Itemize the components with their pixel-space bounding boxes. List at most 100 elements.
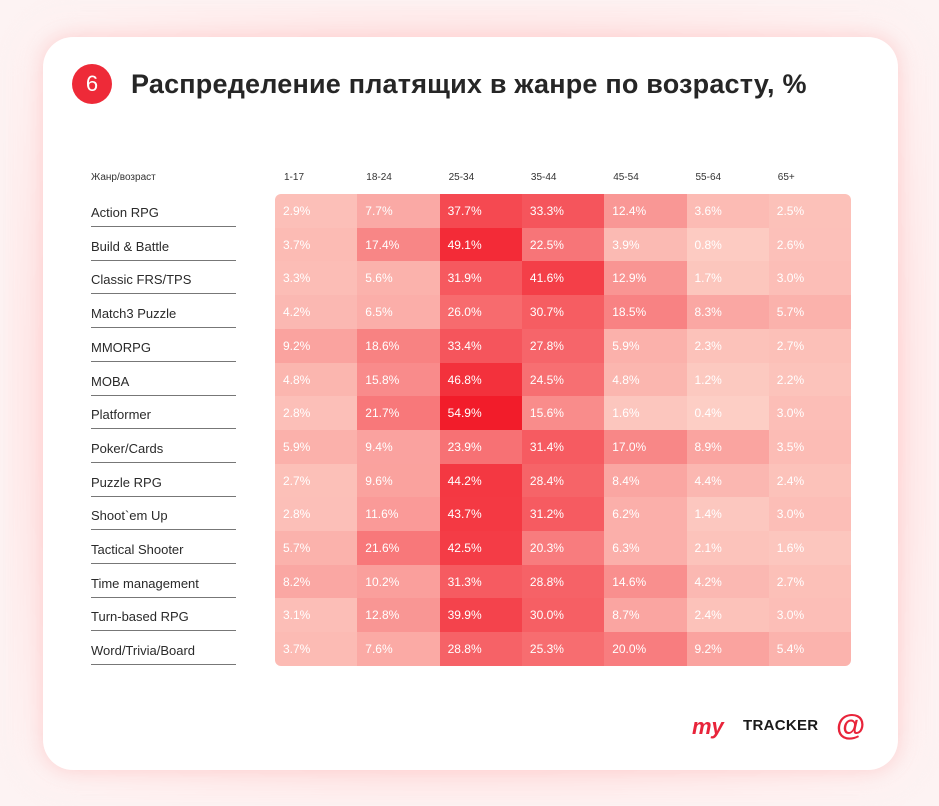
heatmap-cell: 28.8% — [521, 564, 605, 599]
heatmap-cell: 3.7% — [275, 632, 358, 666]
section-number-badge: 6 — [72, 64, 112, 104]
row-label: MOBA — [91, 374, 236, 396]
heatmap-cell: 2.8% — [275, 396, 358, 431]
heatmap-cell: 6.2% — [604, 497, 687, 532]
heatmap-cell: 3.0% — [768, 497, 851, 532]
mail-at-logo-icon: @ — [836, 709, 866, 742]
heatmap-cell: 2.4% — [768, 463, 851, 498]
heatmap-cell: 33.3% — [521, 194, 605, 229]
heatmap-cell: 3.0% — [768, 396, 851, 431]
heatmap-cell: 5.9% — [275, 429, 358, 465]
heatmap-cell: 9.6% — [357, 463, 441, 498]
heatmap-cell: 46.8% — [439, 362, 523, 397]
row-label: MMORPG — [91, 340, 236, 362]
heatmap-cell: 4.8% — [604, 362, 687, 397]
heatmap-cell: 20.3% — [521, 531, 605, 566]
heatmap-cell: 33.4% — [439, 328, 523, 363]
row-label: Time management — [91, 576, 236, 598]
heatmap-cell: 2.4% — [686, 598, 770, 633]
row-label: Build & Battle — [91, 239, 236, 261]
heatmap-cell: 0.4% — [686, 396, 770, 431]
heatmap-cell: 43.7% — [439, 497, 523, 532]
heatmap-cell: 4.2% — [275, 295, 358, 330]
heatmap-cell: 18.5% — [604, 295, 687, 330]
corner-label: Жанр/возраст — [91, 172, 156, 183]
heatmap-cell: 6.5% — [357, 295, 441, 330]
row-label: Action RPG — [91, 205, 236, 227]
heatmap-cell: 2.6% — [768, 227, 851, 262]
heatmap-cell: 1.6% — [768, 531, 851, 566]
row-label: Poker/Cards — [91, 441, 236, 463]
heatmap-cell: 28.4% — [521, 463, 605, 498]
heatmap-cell: 12.4% — [604, 194, 687, 229]
heatmap-cell: 30.7% — [521, 295, 605, 330]
heatmap-cell: 31.9% — [439, 261, 523, 296]
heatmap-cell: 49.1% — [439, 227, 523, 262]
heatmap-cell: 5.7% — [275, 531, 358, 566]
heatmap-cell: 1.7% — [686, 261, 770, 296]
heatmap-cell: 14.6% — [604, 564, 687, 599]
heatmap-cell: 21.7% — [357, 396, 441, 431]
heatmap-cell: 7.7% — [357, 194, 441, 229]
heatmap-cell: 25.3% — [521, 632, 605, 666]
heatmap-cell: 8.9% — [686, 429, 770, 465]
row-label: Shoot`em Up — [91, 508, 236, 531]
heatmap-cell: 1.6% — [604, 396, 687, 431]
row-label: Classic FRS/TPS — [91, 272, 236, 295]
heatmap-cell: 5.4% — [768, 632, 851, 666]
heatmap-cell: 3.6% — [686, 194, 770, 229]
heatmap-cell: 2.7% — [275, 463, 358, 498]
heatmap-cell: 6.3% — [604, 531, 687, 566]
column-header: 1-17 — [284, 172, 305, 183]
heatmap-cell: 7.6% — [357, 632, 441, 666]
heatmap-cell: 37.7% — [439, 194, 523, 229]
heatmap-cell: 31.4% — [521, 429, 605, 465]
heatmap-cell: 5.9% — [604, 328, 687, 363]
heatmap-cell: 12.8% — [357, 598, 441, 633]
heatmap-cell: 39.9% — [439, 598, 523, 633]
heatmap-cell: 11.6% — [357, 497, 441, 532]
heatmap-cell: 20.0% — [604, 632, 687, 666]
row-label: Platformer — [91, 407, 236, 430]
heatmap-cell: 2.2% — [768, 362, 851, 397]
heatmap-cell: 3.3% — [275, 261, 358, 296]
heatmap-cell: 17.0% — [604, 429, 687, 465]
page-title: Распределение платящих в жанре по возрас… — [131, 69, 807, 99]
heatmap-cell: 1.4% — [686, 497, 770, 532]
heatmap-cell: 8.7% — [604, 598, 687, 633]
heatmap-cell: 3.7% — [275, 227, 358, 262]
heatmap-cell: 2.9% — [275, 194, 358, 229]
heatmap-cell: 24.5% — [521, 362, 605, 397]
heatmap-cell: 2.7% — [768, 564, 851, 599]
heatmap-cell: 2.7% — [768, 328, 851, 363]
heatmap-cell: 9.4% — [357, 429, 441, 465]
row-label: Tactical Shooter — [91, 542, 236, 564]
heatmap-cell: 23.9% — [439, 429, 523, 465]
heatmap-cell: 8.2% — [275, 564, 358, 599]
heatmap-cell: 4.4% — [686, 463, 770, 498]
heatmap-cell: 8.4% — [604, 463, 687, 498]
heatmap-cell: 30.0% — [521, 598, 605, 633]
heatmap-cell: 1.2% — [686, 362, 770, 397]
heatmap-cell: 28.8% — [439, 632, 523, 666]
heatmap-cell: 2.5% — [768, 194, 851, 229]
heatmap-cell: 10.2% — [357, 564, 441, 599]
column-header: 55-64 — [695, 172, 722, 183]
heatmap-cell: 26.0% — [439, 295, 523, 330]
heatmap-cell: 12.9% — [604, 261, 687, 296]
mytracker-logo-my: my — [692, 714, 724, 739]
column-header: 35-44 — [530, 172, 557, 183]
heatmap-cell: 31.3% — [439, 564, 523, 599]
heatmap-cell: 18.6% — [357, 328, 441, 363]
heatmap-cell: 54.9% — [439, 396, 523, 431]
heatmap-cell: 3.9% — [604, 227, 687, 262]
heatmap-cell: 3.5% — [768, 429, 851, 465]
heatmap-cell: 27.8% — [521, 328, 605, 363]
column-header: 18-24 — [366, 172, 392, 183]
heatmap-cell: 4.2% — [686, 564, 770, 599]
row-label: Turn-based RPG — [91, 609, 236, 632]
heatmap-cell: 15.6% — [521, 396, 605, 431]
heatmap-cell: 3.0% — [768, 261, 851, 296]
heatmap-cell: 5.7% — [768, 295, 851, 330]
heatmap-cell: 5.6% — [357, 261, 441, 296]
